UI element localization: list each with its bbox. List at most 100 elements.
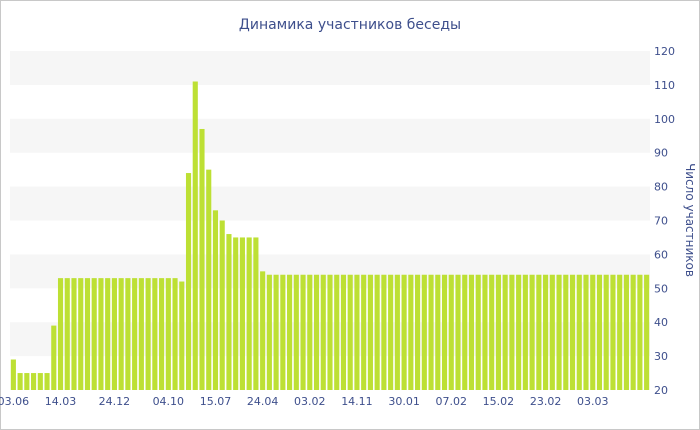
bar [475,274,481,390]
bar [24,373,30,390]
bar [543,274,549,390]
bar [219,220,225,390]
bar [556,274,562,390]
bar [17,373,23,390]
bar [132,278,138,390]
bar [253,237,259,390]
bar [287,274,293,390]
x-tick-label: 15.07 [200,395,232,408]
bar [64,278,70,390]
bar [435,274,441,390]
bar [239,237,245,390]
y-tick-label: 20 [654,384,668,397]
bar [125,278,131,390]
bar [320,274,326,390]
bar [590,274,596,390]
y-tick-label: 50 [654,282,668,295]
bar [630,274,636,390]
bar [536,274,542,390]
bar [516,274,522,390]
bar [455,274,461,390]
x-axis-ticks: 03.06 14.03 24.12 04.10 15.07 24.04 03.02 14.11… [0,395,608,408]
bar [192,81,198,390]
bar [489,274,495,390]
bar [233,237,239,390]
bar [334,274,340,390]
bar [495,274,501,390]
bar [111,278,117,390]
bar [644,274,650,390]
bar [31,373,37,390]
bar [165,278,171,390]
bar [394,274,400,390]
x-tick-label: 14.03 [45,395,77,408]
bar [78,278,84,390]
bar [172,278,178,390]
bar [212,210,219,390]
bar [340,274,347,390]
bar [327,274,333,390]
bar [273,274,279,390]
bar [313,274,320,390]
bar [84,278,91,390]
bar [367,274,373,390]
x-tick-label: 15.02 [483,395,515,408]
chart-title: Динамика участников беседы [239,17,461,33]
bar [509,274,515,390]
bar [617,274,623,390]
bar [260,271,266,390]
bar [603,274,609,390]
bar [388,274,394,390]
bar [226,234,232,390]
bar [98,278,104,390]
grid-band [10,51,650,85]
bar [374,274,380,390]
y-tick-label: 80 [654,181,668,194]
bar [408,274,414,390]
bar [44,373,50,390]
x-tick-label: 24.12 [99,395,131,408]
bar [105,278,111,390]
y-tick-label: 30 [654,350,668,363]
x-tick-label: 04.10 [153,395,185,408]
bar [381,274,387,390]
bar [596,274,603,390]
bar-series [10,81,650,390]
bar [246,237,252,390]
bar [637,274,643,390]
y-axis-label: Число участников [683,163,697,277]
bar [354,274,360,390]
x-tick-label: 03.03 [577,395,609,408]
bar [610,274,616,390]
y-axis-ticks: 20 30 40 50 60 70 80 90 100 110 120 [654,45,675,397]
bar [159,278,165,390]
bar [145,278,151,390]
bar [185,173,192,390]
bar [293,274,299,390]
x-tick-label: 23.02 [530,395,562,408]
bar [549,274,555,390]
bar [415,274,421,390]
bar [576,274,582,390]
bar [307,274,313,390]
bar [441,274,448,390]
y-tick-label: 90 [654,147,668,160]
bar [199,128,205,390]
bar [300,274,306,390]
bar [280,274,286,390]
x-tick-label: 24.04 [247,395,279,408]
bar [138,278,144,390]
bar [10,359,16,390]
x-tick-label: 14.11 [341,395,373,408]
bar [91,278,97,390]
bar [482,274,488,390]
x-tick-label: 07.02 [436,395,468,408]
bar [421,274,427,390]
bar [152,278,158,390]
bar [623,274,629,390]
x-tick-label: 03.06 [0,395,29,408]
bar [448,274,454,390]
bar [522,274,528,390]
bar [583,274,589,390]
